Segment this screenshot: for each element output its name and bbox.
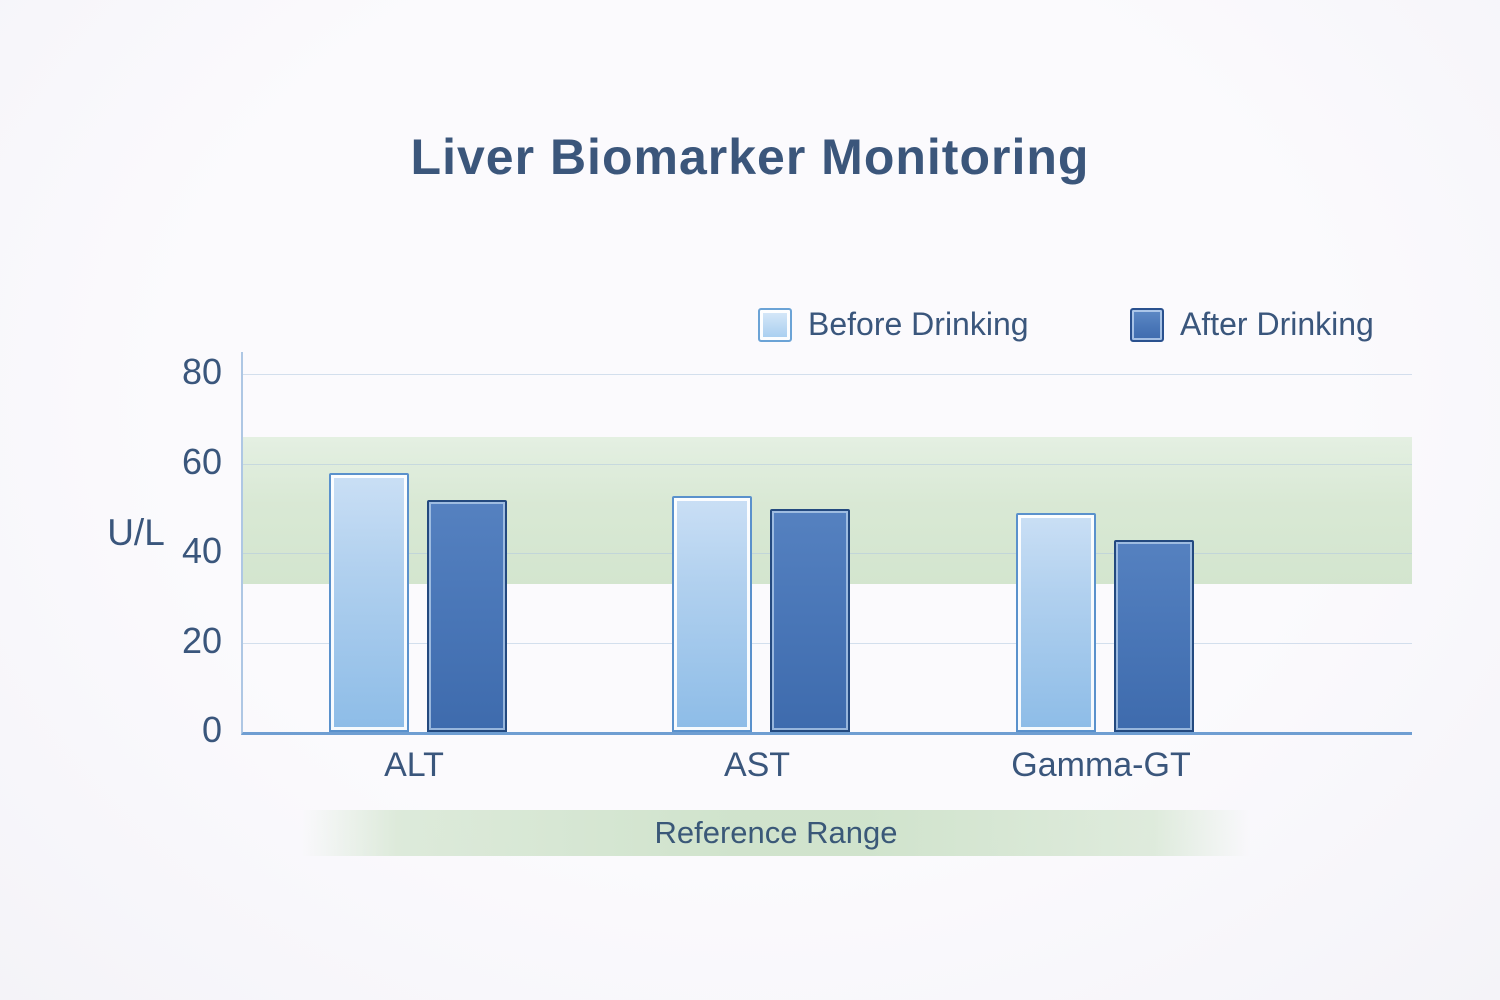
gridline-60 xyxy=(243,463,1412,465)
bar-alt-before xyxy=(329,473,409,732)
reference-range-ribbon: Reference Range xyxy=(302,810,1250,856)
legend-label-before: Before Drinking xyxy=(808,306,1029,342)
legend-item-before: Before Drinking xyxy=(758,306,1029,343)
x-label-ast: AST xyxy=(723,746,791,784)
bar-gamma-gt-after xyxy=(1114,540,1194,732)
y-tick-20: 20 xyxy=(181,619,222,661)
x-label-gamma-gt: Gamma-GT xyxy=(1011,746,1191,784)
y-tick-0: 0 xyxy=(201,708,222,750)
bar-gamma-gt-before xyxy=(1016,513,1096,732)
plot-area xyxy=(241,352,1412,735)
legend-swatch-before-icon xyxy=(758,307,792,342)
bar-ast-after xyxy=(770,508,850,732)
chart-title: Liver Biomarker Monitoring xyxy=(410,129,1090,185)
y-axis-label: U/L xyxy=(107,512,165,553)
gridline-80 xyxy=(243,374,1412,376)
bar-ast-before xyxy=(672,495,752,732)
legend-item-after: After Drinking xyxy=(1130,306,1374,343)
bar-alt-after xyxy=(427,500,507,732)
x-label-alt: ALT xyxy=(384,746,444,784)
y-tick-40: 40 xyxy=(181,530,222,572)
legend-label-after: After Drinking xyxy=(1180,306,1374,342)
reference-range-label: Reference Range xyxy=(654,815,898,850)
y-tick-60: 60 xyxy=(181,440,222,482)
y-tick-80: 80 xyxy=(181,351,222,393)
legend-swatch-after-icon xyxy=(1130,307,1164,342)
